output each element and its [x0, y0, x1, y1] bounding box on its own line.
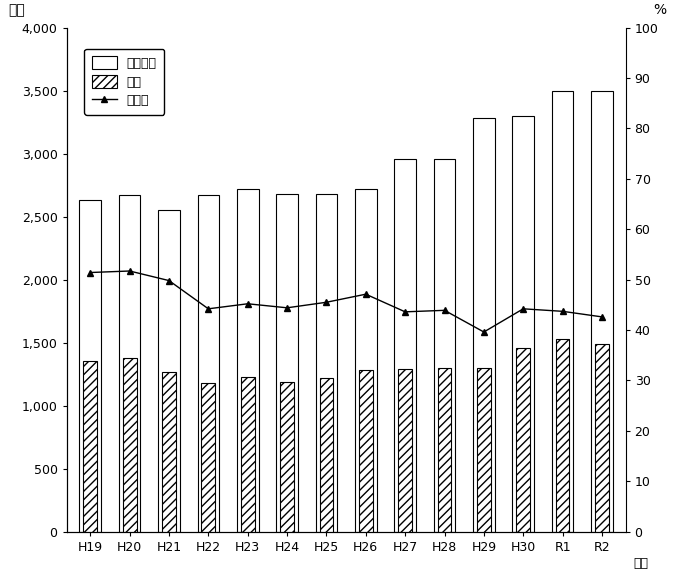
Bar [552, 91, 573, 532]
Bar [280, 381, 294, 532]
Bar [473, 118, 495, 532]
Bar [123, 358, 137, 532]
Bar [556, 339, 569, 532]
Bar [83, 361, 97, 532]
Bar [394, 158, 416, 532]
Bar [197, 195, 219, 532]
Bar [316, 194, 337, 532]
Bar [359, 370, 372, 532]
Bar [162, 372, 176, 532]
Y-axis label: 億円: 億円 [8, 3, 25, 17]
Bar [434, 158, 456, 532]
Bar [437, 368, 452, 532]
Bar [477, 368, 491, 532]
Bar [595, 344, 609, 532]
X-axis label: 年度: 年度 [633, 557, 648, 570]
Bar [355, 189, 377, 532]
Bar [512, 116, 534, 532]
Legend: 歳入総額, 市税, 構成比: 歳入総額, 市税, 構成比 [84, 49, 164, 115]
Y-axis label: %: % [654, 3, 667, 17]
Bar [119, 195, 141, 532]
Bar [158, 210, 180, 532]
Bar [237, 189, 258, 532]
Bar [201, 383, 215, 532]
Bar [276, 194, 298, 532]
Bar [79, 200, 101, 532]
Bar [516, 347, 530, 532]
Bar [591, 91, 612, 532]
Bar [398, 369, 412, 532]
Bar [241, 377, 255, 532]
Bar [320, 378, 333, 532]
